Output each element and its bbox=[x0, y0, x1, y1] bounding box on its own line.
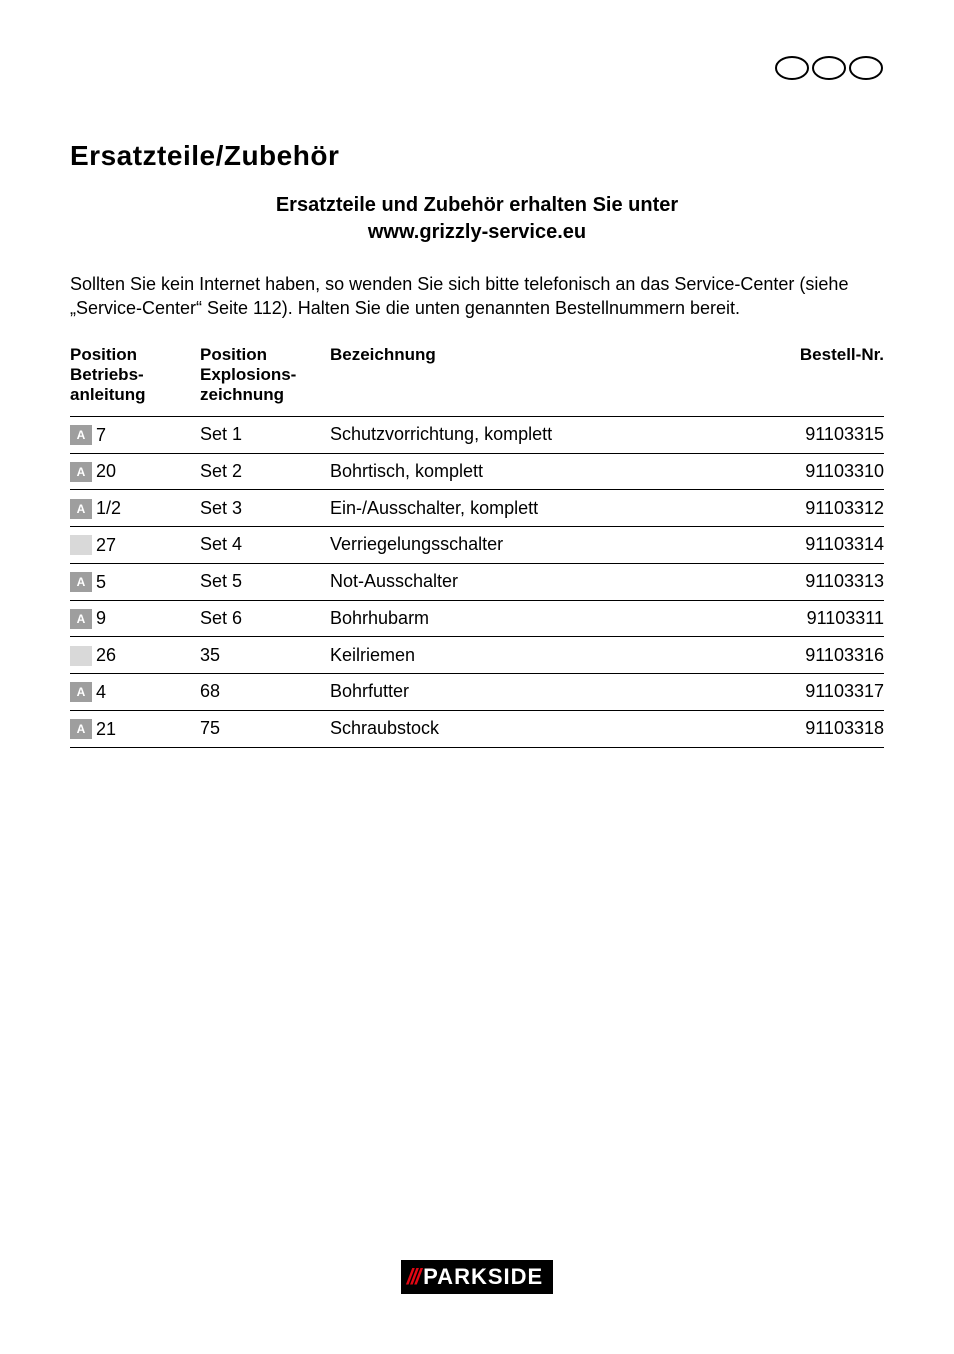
cell-pos-betrieb: A7 bbox=[70, 416, 200, 453]
table-row: A9Set 6Bohrhubarm91103311 bbox=[70, 600, 884, 637]
table-header-row: PositionBetriebs-anleitung PositionExplo… bbox=[70, 345, 884, 417]
reference-tag: A bbox=[70, 609, 92, 629]
section-title: Ersatzteile/Zubehör bbox=[70, 140, 884, 172]
table-row: A20Set 2Bohrtisch, komplett91103310 bbox=[70, 453, 884, 490]
cell-bezeichnung: Keilriemen bbox=[330, 637, 744, 674]
cell-pos-explosion: Set 3 bbox=[200, 490, 330, 527]
cell-bezeichnung: Ein-/Ausschalter, komplett bbox=[330, 490, 744, 527]
col-header-pos-explosion: PositionExplosions-zeichnung bbox=[200, 345, 330, 417]
col-header-bezeichnung: Bezeichnung bbox=[330, 345, 744, 417]
cell-bestell-nr: 91103312 bbox=[744, 490, 884, 527]
cell-pos-explosion: Set 1 bbox=[200, 416, 330, 453]
brand-badge: /// PARKSIDE bbox=[401, 1260, 553, 1294]
cell-bezeichnung: Bohrfutter bbox=[330, 674, 744, 711]
pos-number: 26 bbox=[96, 645, 116, 666]
cell-bestell-nr: 91103318 bbox=[744, 710, 884, 747]
pos-number: 9 bbox=[96, 608, 106, 629]
cell-bezeichnung: Not-Ausschalter bbox=[330, 563, 744, 600]
reference-tag: A bbox=[70, 425, 92, 445]
cell-bestell-nr: 91103313 bbox=[744, 563, 884, 600]
cell-bezeichnung: Bohrtisch, komplett bbox=[330, 453, 744, 490]
cell-bestell-nr: 91103311 bbox=[744, 600, 884, 637]
table-row: A2175Schraubstock91103318 bbox=[70, 710, 884, 747]
cell-pos-explosion: Set 4 bbox=[200, 527, 330, 564]
reference-tag-blank bbox=[70, 535, 92, 555]
pos-number: 4 bbox=[96, 682, 106, 703]
table-row: A7Set 1Schutzvorrichtung, komplett911033… bbox=[70, 416, 884, 453]
table-row: 26 35Keilriemen91103316 bbox=[70, 637, 884, 674]
cell-pos-explosion: Set 2 bbox=[200, 453, 330, 490]
cell-pos-explosion: 75 bbox=[200, 710, 330, 747]
col-header-pos-betrieb: PositionBetriebs-anleitung bbox=[70, 345, 200, 417]
cell-pos-betrieb: A20 bbox=[70, 453, 200, 490]
cell-bezeichnung: Schutzvorrichtung, komplett bbox=[330, 416, 744, 453]
cell-pos-explosion: Set 5 bbox=[200, 563, 330, 600]
col-header-bestell: Bestell-Nr. bbox=[744, 345, 884, 417]
subtitle-line-1: Ersatzteile und Zubehör erhalten Sie unt… bbox=[276, 194, 678, 216]
intro-text: Sollten Sie kein Internet haben, so wend… bbox=[70, 272, 884, 321]
pos-number: 27 bbox=[96, 535, 116, 556]
cell-bezeichnung: Verriegelungsschalter bbox=[330, 527, 744, 564]
table-row: A468Bohrfutter91103317 bbox=[70, 674, 884, 711]
cell-pos-betrieb: A5 bbox=[70, 563, 200, 600]
cell-pos-explosion: 68 bbox=[200, 674, 330, 711]
reference-tag: A bbox=[70, 572, 92, 592]
reference-tag: A bbox=[70, 719, 92, 739]
cell-bezeichnung: Schraubstock bbox=[330, 710, 744, 747]
cell-bestell-nr: 91103317 bbox=[744, 674, 884, 711]
parts-table: PositionBetriebs-anleitung PositionExplo… bbox=[70, 345, 884, 748]
pos-number: 21 bbox=[96, 719, 116, 740]
brand-footer: /// PARKSIDE bbox=[0, 1260, 954, 1294]
table-row: A5Set 5Not-Ausschalter91103313 bbox=[70, 563, 884, 600]
cell-pos-explosion: 35 bbox=[200, 637, 330, 674]
subtitle-line-2: www.grizzly-service.eu bbox=[368, 221, 586, 243]
cell-bestell-nr: 91103314 bbox=[744, 527, 884, 564]
cell-pos-betrieb: 26 bbox=[70, 637, 200, 674]
reference-tag: A bbox=[70, 499, 92, 519]
table-row: A1/2Set 3Ein-/Ausschalter, komplett91103… bbox=[70, 490, 884, 527]
reference-tag: A bbox=[70, 462, 92, 482]
cell-bestell-nr: 91103315 bbox=[744, 416, 884, 453]
cell-bestell-nr: 91103316 bbox=[744, 637, 884, 674]
header-ovals-icon bbox=[774, 55, 884, 81]
cell-bezeichnung: Bohrhubarm bbox=[330, 600, 744, 637]
reference-tag-blank bbox=[70, 646, 92, 666]
cell-pos-betrieb: A9 bbox=[70, 600, 200, 637]
cell-pos-betrieb: A4 bbox=[70, 674, 200, 711]
brand-slashes-icon: /// bbox=[407, 1264, 419, 1289]
table-row: 27 Set 4Verriegelungsschalter91103314 bbox=[70, 527, 884, 564]
cell-pos-betrieb: A21 bbox=[70, 710, 200, 747]
pos-number: 7 bbox=[96, 425, 106, 446]
pos-number: 1/2 bbox=[96, 498, 121, 519]
cell-pos-explosion: Set 6 bbox=[200, 600, 330, 637]
pos-number: 20 bbox=[96, 461, 116, 482]
cell-pos-betrieb: 27 bbox=[70, 527, 200, 564]
pos-number: 5 bbox=[96, 572, 106, 593]
subtitle: Ersatzteile und Zubehör erhalten Sie unt… bbox=[70, 192, 884, 246]
cell-pos-betrieb: A1/2 bbox=[70, 490, 200, 527]
reference-tag: A bbox=[70, 682, 92, 702]
brand-name: PARKSIDE bbox=[423, 1264, 543, 1289]
cell-bestell-nr: 91103310 bbox=[744, 453, 884, 490]
